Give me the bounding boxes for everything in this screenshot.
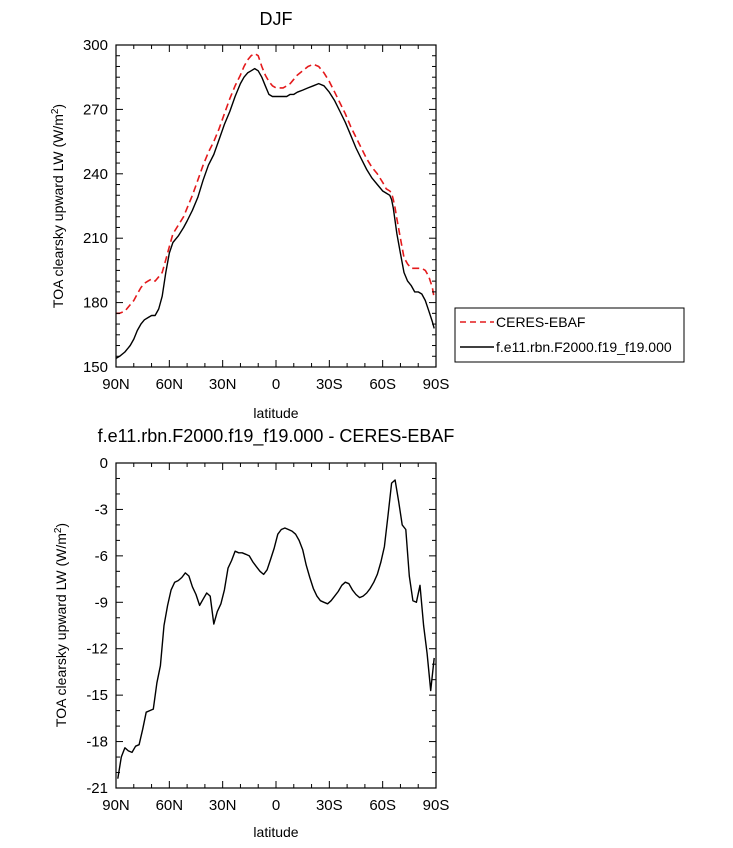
top-y-tick-label: 300 [83,37,108,54]
bottom-y-tick-label: -21 [86,780,108,797]
bottom-x-tick-label: 90S [423,797,450,814]
bottom-series-line-0 [117,479,435,779]
bottom-x-tick-label: 0 [272,797,280,814]
bottom-y-tick-label: -18 [86,734,108,751]
bottom-y-axis-title-main: TOA clearsky upward LW (W/m [53,533,69,727]
bottom-y-axis-title: TOA clearsky upward LW (W/m2) [53,523,69,727]
top-x-tick-label: 90S [423,376,450,393]
legend: CERES-EBAF f.e11.rbn.F2000.f19_f19.000 [454,307,685,363]
bottom-y-tick-label: -15 [86,687,108,704]
top-y-axis-title-sup: 2 [50,108,61,114]
top-y-tick-label: 150 [83,359,108,376]
top-x-tick-label: 90N [102,376,130,393]
bottom-axis-ticks: 90N 60N 30N 0 30S 60S 90S 0 -3 -6 -9 -12 -15 -18 -21 [86,455,449,814]
top-x-tick-label: 30N [209,376,237,393]
bottom-panel: f.e11.rbn.F2000.f19_f19.000 - CERES-EBAF… [53,426,454,840]
bottom-x-tick-label: 90N [102,797,130,814]
top-plot-area [115,52,435,360]
top-axis-ticks: 90N 60N 30N 0 30S 60S 90S 150 180 210 240 270 300 [83,37,449,393]
top-y-tick-label: 270 [83,101,108,118]
top-x-tick-label: 30S [316,376,343,393]
top-y-tick-label: 240 [83,166,108,183]
top-plot-frame [115,44,437,368]
top-y-axis-title: TOA clearsky upward LW (W/m2) [50,104,66,308]
top-x-tick-label: 60N [156,376,184,393]
bottom-y-axis-title-close: ) [53,523,69,528]
bottom-y-tick-label: -12 [86,641,108,658]
bottom-x-tick-label: 60S [369,797,396,814]
legend-box [454,307,685,363]
bottom-y-axis-title-sup: 2 [53,527,64,533]
top-series-line-1 [115,67,435,360]
bottom-y-tick-label: -3 [95,501,108,518]
bottom-y-tick-label: -6 [95,548,108,565]
top-x-tick-label: 60S [369,376,396,393]
bottom-y-tick-label: -9 [95,594,108,611]
legend-label-model: f.e11.rbn.F2000.f19_f19.000 [496,339,672,355]
top-y-axis-title-main: TOA clearsky upward LW (W/m [50,114,66,308]
top-y-tick-label: 180 [83,295,108,312]
bottom-panel-title: f.e11.rbn.F2000.f19_f19.000 - CERES-EBAF [98,426,455,447]
top-y-axis-title-close: ) [50,104,66,109]
top-panel-title: DJF [260,9,293,29]
bottom-x-tick-label: 30S [316,797,343,814]
top-panel: DJF 90N 60N 30N 0 30S 60S 90S 150 180 210 240 270 30… [50,9,449,421]
bottom-y-tick-label: 0 [100,455,108,472]
top-x-tick-label: 0 [272,376,280,393]
top-series-line-0 [116,52,435,315]
top-y-tick-label: 210 [83,230,108,247]
bottom-x-axis-title: latitude [253,824,298,840]
top-x-axis-title: latitude [253,405,298,421]
bottom-x-tick-label: 30N [209,797,237,814]
legend-label-ceres: CERES-EBAF [496,314,585,330]
bottom-x-tick-label: 60N [156,797,184,814]
bottom-plot-area [117,479,435,779]
